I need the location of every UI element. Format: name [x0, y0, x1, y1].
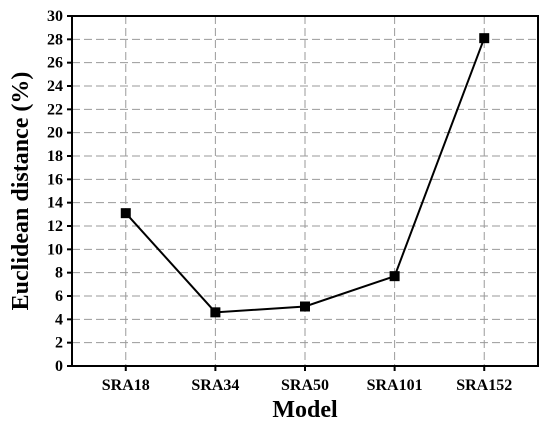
data-point-marker [210, 307, 221, 318]
y-tick-label: 22 [47, 101, 63, 118]
y-tick-label: 0 [55, 358, 63, 375]
y-tick-label: 2 [55, 335, 63, 352]
series-layer [120, 33, 490, 318]
y-tick-label: 16 [47, 171, 63, 188]
x-tick-label: SRA152 [456, 377, 512, 394]
x-axis-title: Model [272, 397, 338, 423]
y-tick-label: 30 [47, 8, 63, 25]
y-tick-label: 18 [47, 148, 63, 165]
y-tick-label: 14 [47, 195, 63, 212]
y-tick-label: 6 [55, 288, 63, 305]
y-tick-label: 26 [47, 55, 63, 72]
x-tick-label: SRA50 [281, 377, 329, 394]
x-tick-label: SRA34 [191, 377, 239, 394]
y-tick-label: 24 [47, 78, 63, 95]
y-tick-label: 28 [47, 31, 63, 48]
y-tick-label: 10 [47, 241, 63, 258]
x-tick-label: SRA18 [102, 377, 150, 394]
data-point-marker [479, 33, 490, 44]
data-point-marker [389, 271, 400, 282]
y-axis-title: Euclidean distance (%) [8, 72, 34, 311]
y-tick-label: 8 [55, 265, 63, 282]
y-tick-label: 20 [47, 125, 63, 142]
data-point-marker [120, 208, 131, 219]
data-point-marker [300, 301, 310, 312]
x-tick-label: SRA101 [367, 377, 423, 394]
grid-layer [72, 16, 538, 366]
y-tick-label: 4 [55, 311, 63, 328]
y-tick-label: 12 [47, 218, 63, 235]
